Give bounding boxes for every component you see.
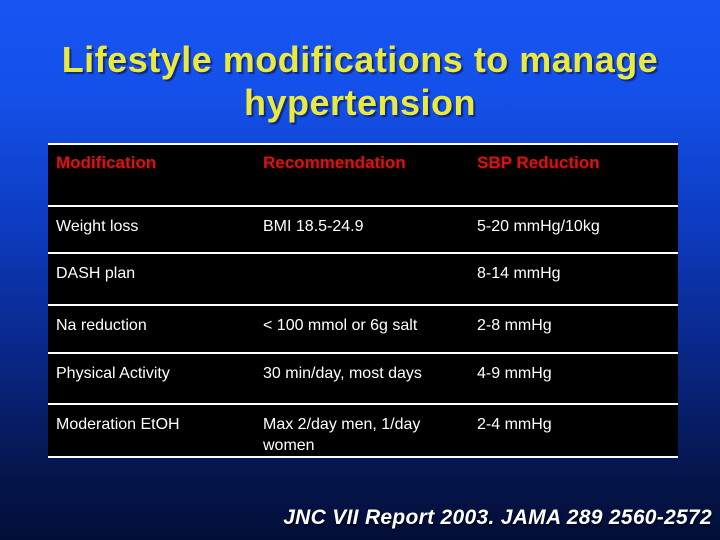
table-row: Na reduction < 100 mmol or 6g salt 2-8 m… [48, 306, 678, 354]
cell-sbp-reduction: 8-14 mmHg [477, 265, 561, 282]
cell-modification: Physical Activity [56, 365, 170, 382]
column-header-sbp-reduction: SBP Reduction [477, 153, 600, 172]
cell-recommendation: Max 2/day men, 1/day women [263, 416, 421, 454]
cell-sbp-reduction: 4-9 mmHg [477, 365, 552, 382]
lifestyle-modification-table: Modification Recommendation SBP Reductio… [48, 143, 678, 458]
footer-citation: JNC VII Report 2003. JAMA 289 2560-2572 [283, 506, 712, 529]
cell-modification: Moderation EtOH [56, 416, 180, 433]
cell-recommendation: 30 min/day, most days [263, 365, 422, 382]
column-header-recommendation: Recommendation [263, 153, 406, 172]
slide-title-line1: Lifestyle modifications to manage [61, 39, 659, 80]
table-row: Moderation EtOH Max 2/day men, 1/day wom… [48, 405, 678, 458]
cell-modification: Na reduction [56, 317, 147, 334]
cell-sbp-reduction: 5-20 mmHg/10kg [477, 218, 600, 235]
cell-sbp-reduction: 2-4 mmHg [477, 416, 552, 433]
slide-title: Lifestyle modifications to manage hypert… [0, 38, 720, 124]
cell-sbp-reduction: 2-8 mmHg [477, 317, 552, 334]
slide-title-line2: hypertension [243, 82, 477, 123]
cell-modification: Weight loss [56, 218, 139, 235]
cell-recommendation [255, 254, 469, 304]
column-header-modification: Modification [56, 153, 157, 172]
cell-modification: DASH plan [56, 265, 136, 282]
table-row: Weight loss BMI 18.5-24.9 5-20 mmHg/10kg [48, 207, 678, 254]
table-row: Physical Activity 30 min/day, most days … [48, 354, 678, 405]
cell-recommendation: < 100 mmol or 6g salt [263, 317, 418, 334]
table-row: DASH plan 8-14 mmHg [48, 254, 678, 306]
cell-recommendation: BMI 18.5-24.9 [263, 218, 364, 235]
table-header-row: Modification Recommendation SBP Reductio… [48, 145, 678, 207]
